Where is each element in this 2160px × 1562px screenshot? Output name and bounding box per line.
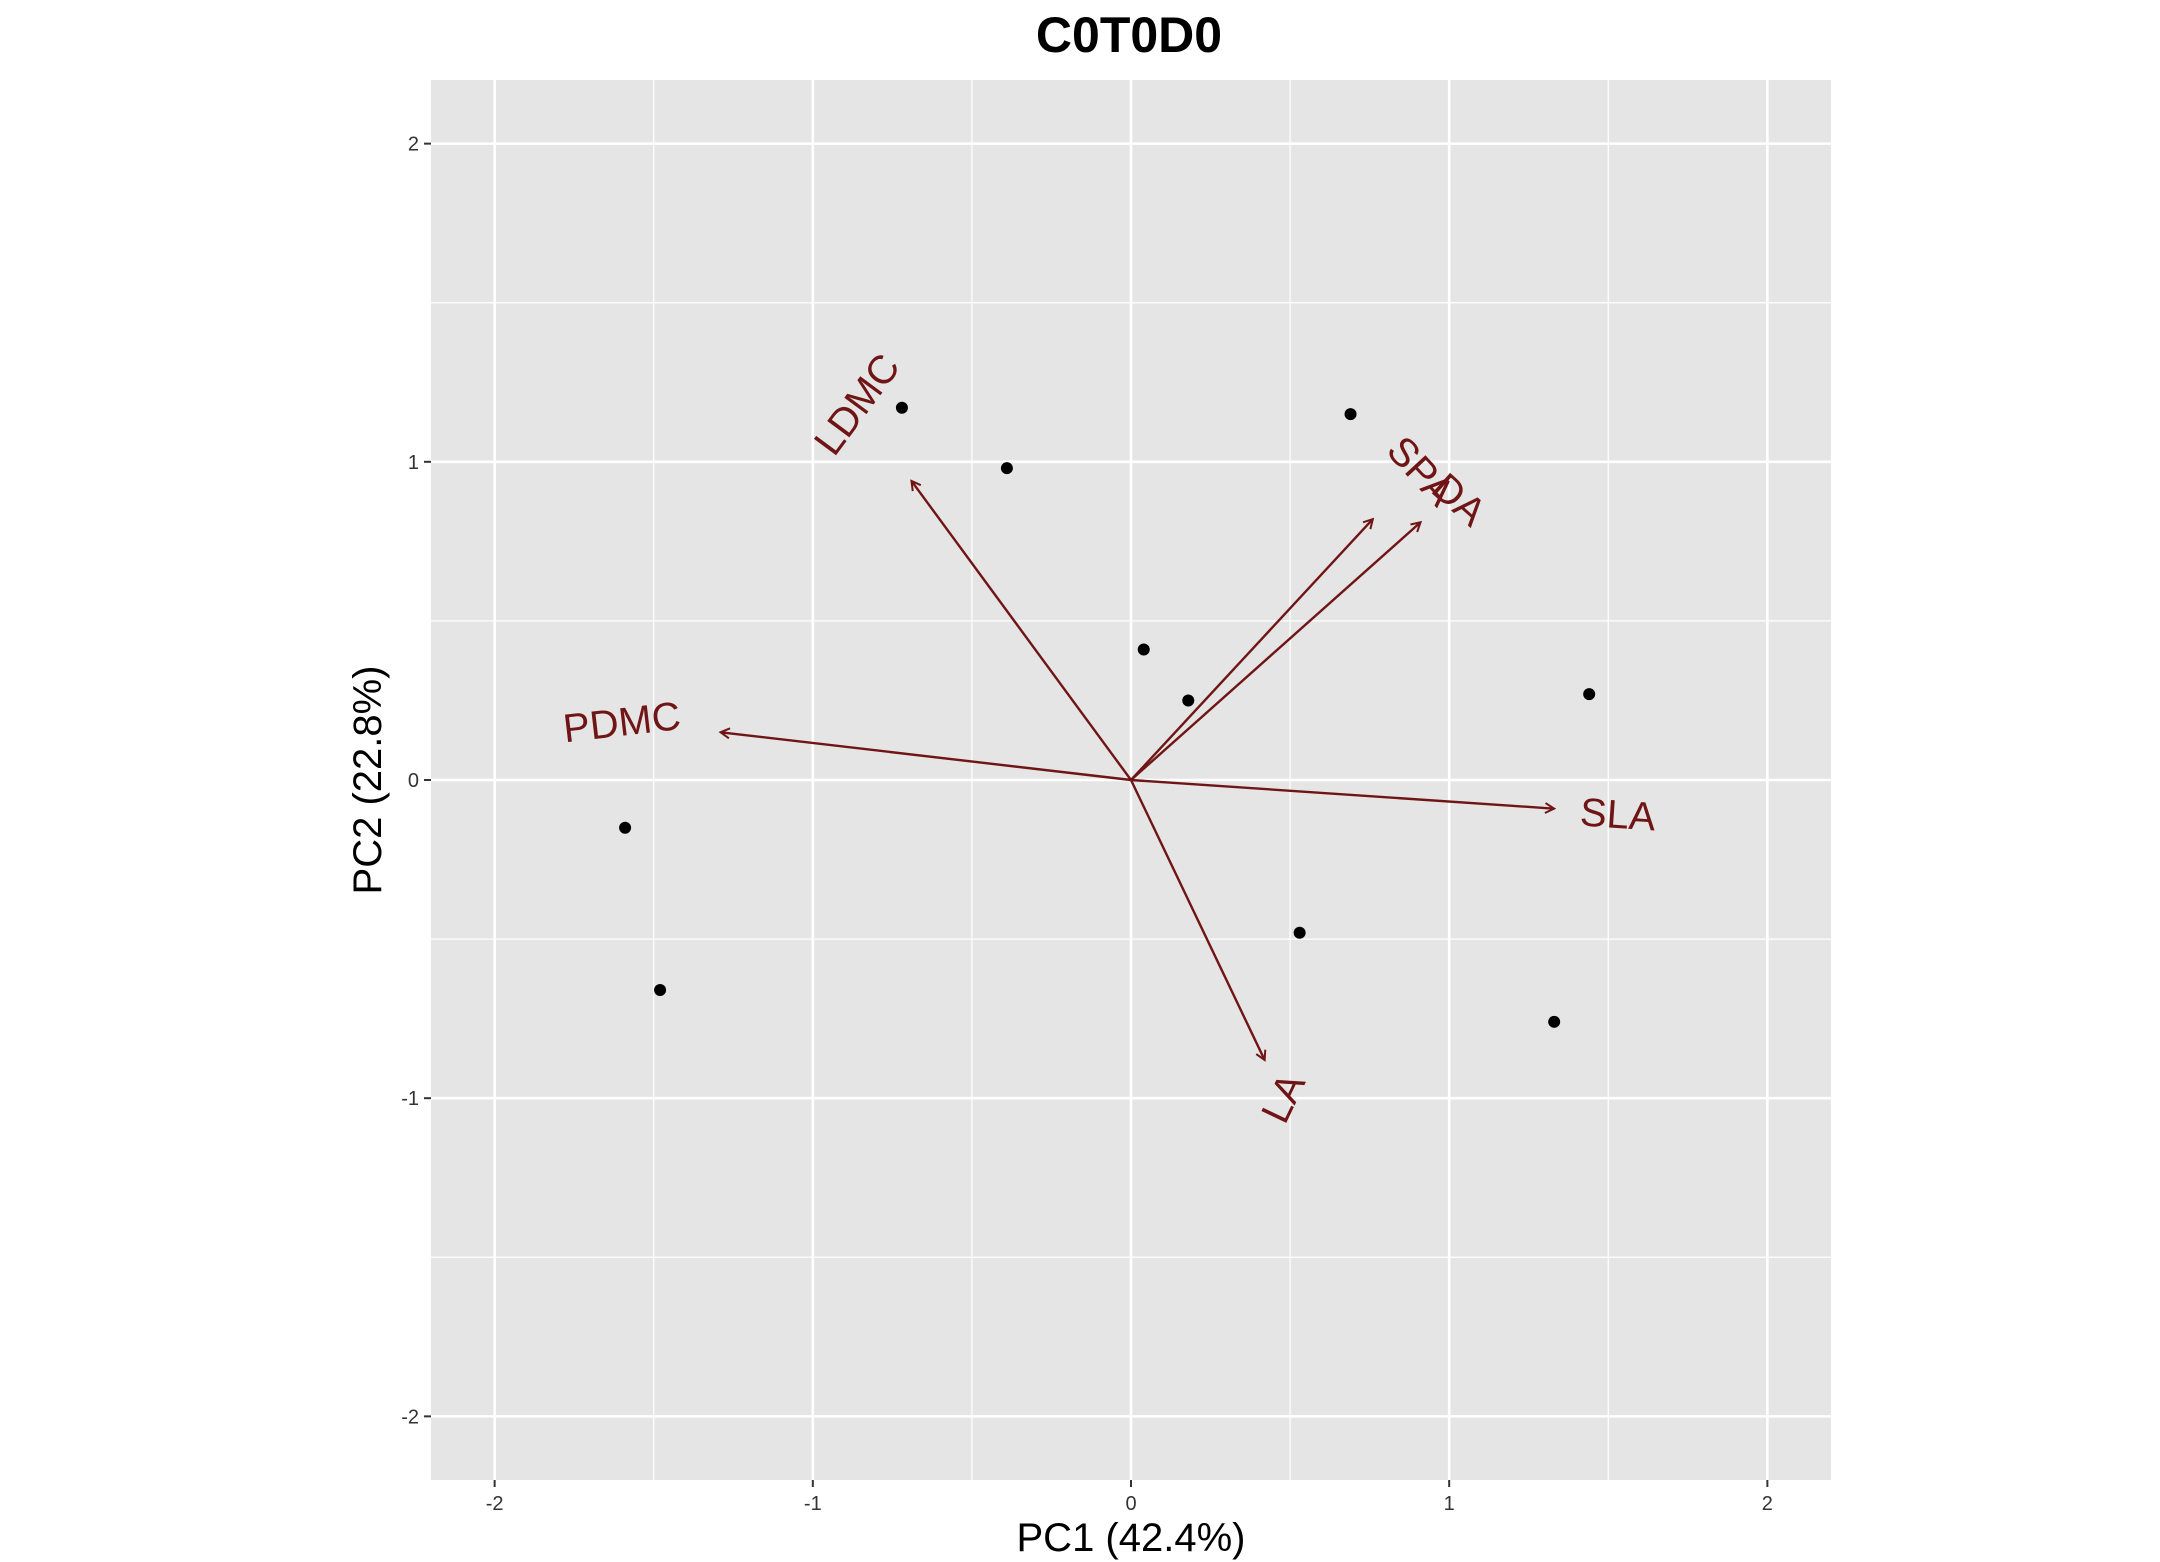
y-tick-label: -2: [401, 1406, 419, 1428]
loading-label-sla: SLA: [1579, 790, 1658, 839]
data-point: [1583, 688, 1596, 701]
loading-arrow-pdmc: [721, 732, 1132, 782]
x-tick-label: -1: [804, 1493, 822, 1515]
score-points: [619, 401, 1596, 1028]
data-point: [1182, 694, 1195, 707]
loading-arrow-ldmc: [911, 481, 1132, 781]
y-tick-label: -1: [401, 1088, 419, 1110]
data-point: [1344, 408, 1357, 421]
x-tick-label: 0: [1125, 1493, 1136, 1515]
y-tick-label: 2: [408, 134, 419, 156]
x-tick-label: 2: [1762, 1493, 1773, 1515]
y-tick-label: 1: [408, 452, 419, 474]
x-axis-title: PC1 (42.4%): [1017, 1516, 1246, 1560]
data-point: [1548, 1015, 1561, 1028]
loading-arrow-spa: [1130, 519, 1373, 781]
chart-title: C0T0D0: [1036, 7, 1222, 63]
data-point: [1293, 926, 1306, 939]
loading-arrow-da: [1130, 522, 1421, 781]
y-axis-title: PC2 (22.8%): [346, 666, 390, 895]
axis-ticks: -2 -1 0 1 2 -2 -1 0 1 2: [401, 134, 1773, 1515]
data-point: [619, 821, 632, 834]
data-point: [895, 401, 908, 414]
loading-arrow-la: [1129, 779, 1265, 1060]
data-point: [654, 984, 667, 996]
data-point: [1137, 643, 1150, 656]
x-tick-label: 1: [1444, 1493, 1455, 1515]
x-tick-label: -2: [486, 1493, 504, 1515]
data-point: [1000, 462, 1013, 475]
y-tick-label: 0: [408, 770, 419, 792]
loading-arrow-sla: [1130, 778, 1554, 809]
